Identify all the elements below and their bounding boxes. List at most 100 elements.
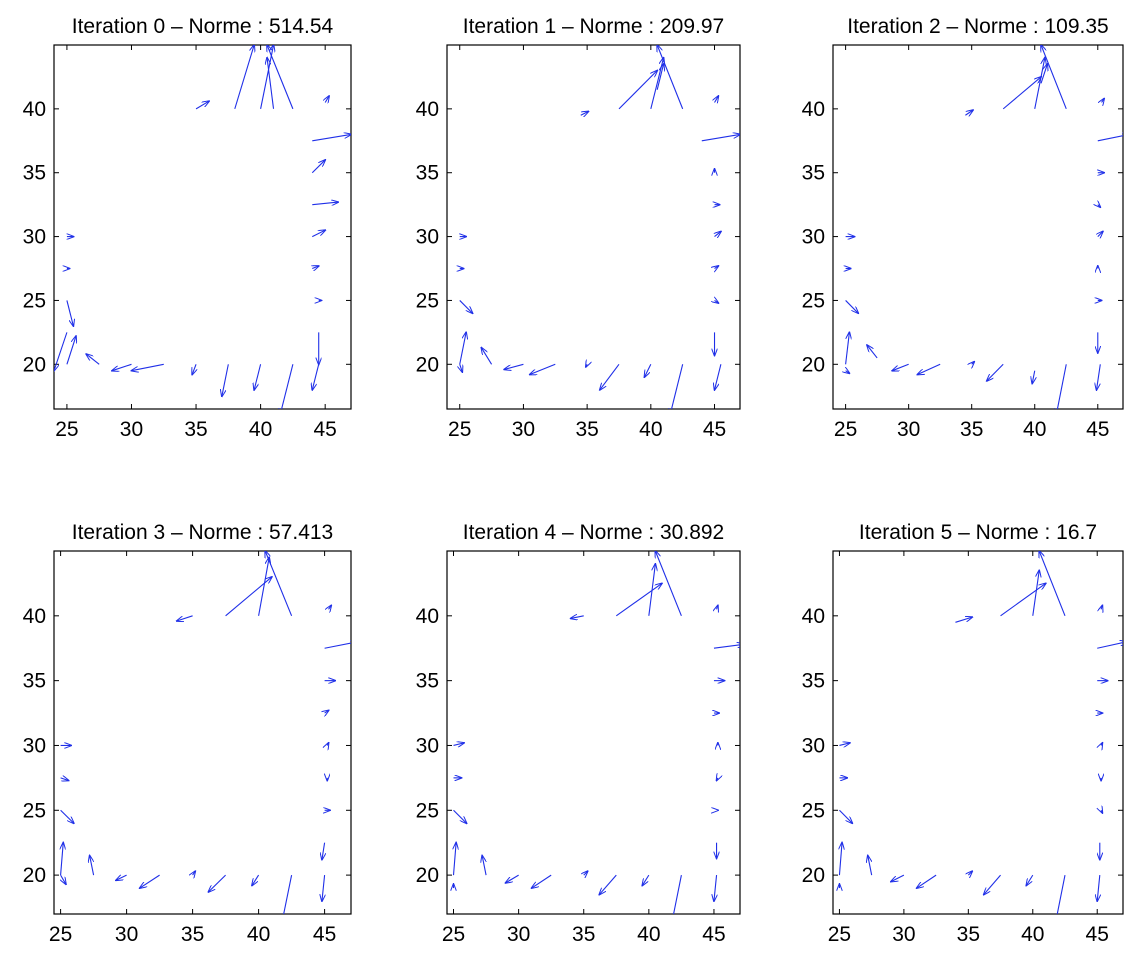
axes-frame: [446, 44, 741, 410]
x-tick-label: 40: [639, 418, 662, 441]
vector-arrow: [1056, 874, 1066, 914]
vector-arrow: [1098, 231, 1103, 236]
vector-arrow: [283, 874, 293, 914]
y-tick-label: 25: [416, 799, 439, 822]
x-tick-label: 30: [115, 923, 138, 946]
vector-arrow: [254, 364, 262, 390]
vector-arrow: [1097, 875, 1100, 901]
vector-field: [60, 551, 351, 914]
vector-arrow: [586, 364, 587, 367]
axes-frame: [832, 550, 1124, 915]
vector-arrow: [1040, 64, 1047, 84]
axes-frame: [832, 44, 1124, 410]
vector-arrow: [90, 856, 95, 876]
y-tick-label: 20: [802, 353, 825, 376]
vector-arrow: [845, 332, 850, 365]
vector-arrow: [193, 871, 196, 875]
vector-arrow: [1002, 77, 1041, 110]
axes-frame: [53, 44, 352, 410]
vector-arrow: [965, 110, 973, 115]
vector-arrow: [66, 336, 76, 365]
vector-arrow: [673, 874, 682, 914]
vector-arrow: [1032, 570, 1039, 616]
panel-4: Iteration 4 – Norme : 30.892 25 30 35 40 45 20…: [416, 521, 741, 946]
panel-title: Iteration 2 – Norme : 109.35: [847, 15, 1109, 38]
vector-arrow: [61, 843, 64, 876]
vector-arrow: [984, 874, 1001, 894]
vector-arrow: [222, 364, 229, 396]
y-tick-label: 35: [23, 162, 46, 185]
vector-arrow: [615, 583, 662, 617]
vector-arrow: [60, 809, 74, 823]
vector-arrow: [530, 363, 556, 374]
vector-arrow: [1032, 370, 1035, 384]
panel-1: Iteration 1 – Norme : 209.97 25 30 35 40 45 20…: [416, 15, 741, 441]
vector-arrow: [177, 615, 193, 621]
y-tick-label: 20: [23, 353, 46, 376]
y-tick-label: 40: [802, 98, 825, 121]
vector-arrow: [54, 332, 68, 370]
vector-arrow: [580, 111, 589, 115]
vector-arrow: [644, 364, 652, 377]
vector-arrow: [325, 96, 329, 102]
vector-arrow: [1000, 583, 1046, 617]
y-tick-label: 40: [23, 605, 46, 628]
vector-arrow: [267, 58, 275, 109]
vector-arrow: [701, 134, 740, 142]
y-tick-label: 35: [23, 670, 46, 693]
vector-arrow: [1097, 642, 1123, 649]
vector-arrow: [453, 809, 467, 823]
vector-arrow: [717, 605, 718, 609]
vector-arrow: [656, 64, 663, 90]
y-tick-label: 40: [23, 98, 46, 121]
vector-arrow: [917, 874, 937, 888]
vector-arrow: [112, 363, 132, 370]
vector-arrow: [504, 363, 524, 369]
x-tick-label: 30: [507, 923, 530, 946]
y-tick-label: 40: [416, 98, 439, 121]
y-tick-label: 30: [416, 226, 439, 249]
vector-field: [460, 45, 740, 409]
x-tick-label: 40: [247, 923, 270, 946]
vector-arrow: [195, 101, 209, 110]
vector-arrow: [1101, 810, 1102, 813]
x-tick-label: 35: [960, 418, 983, 441]
vector-arrow: [1102, 99, 1105, 103]
axes-frame: [53, 550, 352, 915]
x-tick-label: 40: [1023, 418, 1046, 441]
vector-arrow: [955, 617, 972, 623]
y-tick-label: 40: [802, 605, 825, 628]
vector-field: [845, 45, 1123, 409]
panel-title: Iteration 3 – Norme : 57.413: [72, 521, 334, 544]
panel-2: Iteration 2 – Norme : 109.35 25 30 35 40 45 20…: [802, 15, 1124, 441]
vector-arrow: [648, 564, 656, 616]
x-tick-label: 35: [181, 923, 204, 946]
x-tick-label: 25: [55, 418, 78, 441]
panel-title: Iteration 4 – Norme : 30.892: [463, 521, 725, 544]
vector-arrow: [322, 875, 325, 901]
vector-arrow: [312, 202, 338, 205]
vector-arrow: [60, 778, 69, 781]
vector-arrow: [715, 96, 719, 102]
y-tick-label: 30: [23, 734, 46, 757]
vector-arrow: [140, 874, 160, 888]
panel-title: Iteration 0 – Norme : 514.54: [72, 15, 334, 38]
vector-arrow: [482, 856, 487, 876]
vector-arrow: [66, 300, 73, 326]
y-tick-label: 30: [23, 226, 46, 249]
vector-arrow: [192, 364, 196, 374]
vector-arrow: [891, 874, 905, 881]
panel-title: Iteration 1 – Norme : 209.97: [463, 15, 725, 38]
x-tick-label: 45: [1086, 923, 1109, 946]
y-tick-label: 35: [416, 670, 439, 693]
vector-arrow: [116, 875, 127, 880]
vector-arrow: [839, 809, 852, 823]
vector-arrow: [892, 363, 909, 370]
vector-arrow: [845, 300, 859, 313]
x-tick-label: 25: [448, 418, 471, 441]
vector-arrow: [454, 843, 457, 876]
vector-arrow: [657, 45, 684, 110]
x-tick-label: 30: [120, 418, 143, 441]
vector-arrow: [252, 874, 260, 885]
vector-field: [54, 45, 351, 409]
